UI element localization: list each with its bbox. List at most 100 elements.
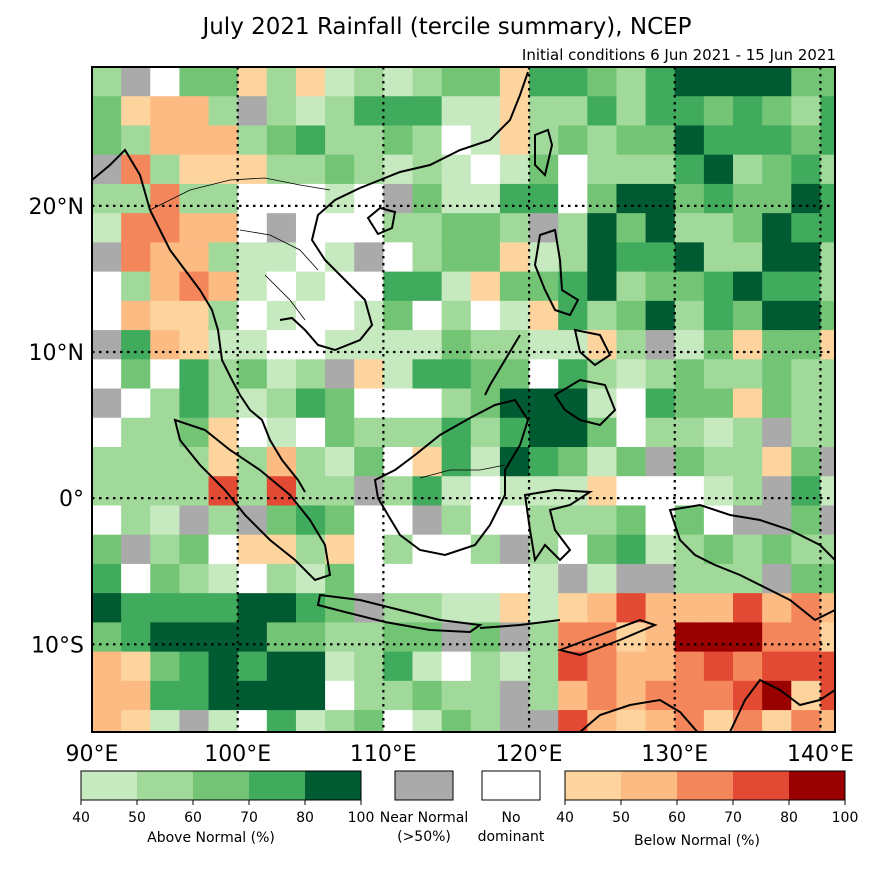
grid-cell [558,213,588,243]
grid-cell [237,563,268,594]
grid-cell [208,271,239,302]
grid-cell [733,96,763,126]
grid-cell [529,213,559,243]
coastline-new-guinea [668,503,835,622]
no-dominant-key-label: No [501,810,520,826]
grid-cell [499,563,530,594]
grid-cell [820,271,835,302]
grid-cell [208,710,239,732]
grid-cell [412,680,443,711]
grid-cell [179,213,210,243]
grid-cell [208,505,239,536]
no-dominant-key-sublabel: dominant [478,829,545,845]
above-normal-colorbar-swatch [137,771,193,800]
grid-cell [412,593,443,623]
grid-cell [383,330,414,360]
grid-cell [674,96,705,126]
grid-cell [354,388,384,419]
grid-cell [325,271,355,302]
grid-cell [587,271,617,302]
grid-cell [150,125,180,156]
grid-cell [179,359,210,390]
grid-cell [208,622,239,653]
grid-cell [237,271,268,302]
grid-cell [529,242,559,273]
grid-cell [295,96,326,126]
grid-cell [295,67,326,97]
grid-cell [266,476,297,506]
grid-cell [179,593,210,623]
grid-cell [412,563,443,594]
grid-cell [266,242,297,273]
grid-cell [616,505,647,536]
grid-cell [441,125,472,156]
grid-cell [266,505,297,536]
grid-cell [325,213,355,243]
grid-cell [529,651,559,682]
grid-cell [762,651,792,682]
grid-cell [150,388,180,419]
grid-cell [92,213,122,243]
below-normal-colorbar-tick: 80 [780,810,798,826]
grid-cell [179,622,210,653]
above-normal-colorbar-tick: 40 [72,810,90,826]
grid-cell [703,680,734,711]
grid-cell [499,680,530,711]
grid-cell [179,680,210,711]
above-normal-colorbar-swatch [305,771,361,800]
grid-cell [295,359,326,390]
grid-cell [208,417,239,448]
grid-cell [558,154,588,185]
grid-cell [441,593,472,623]
grid-cell [237,622,268,653]
grid-cell [470,534,501,565]
grid-cell [674,710,705,732]
grid-cell [733,300,763,331]
grid-cell [791,563,821,594]
grid-cell [762,710,792,732]
grid-cell [92,680,122,711]
grid-cell [791,651,821,682]
grid-cell [674,622,705,653]
grid-cell [762,622,792,653]
grid-cell [762,183,792,214]
grid-cell [266,330,297,360]
grid-cell [703,388,734,419]
grid-cell [150,359,180,390]
grid-cell [179,330,210,360]
grid-cell [92,417,122,448]
grid-cell [674,447,705,477]
grid-cell [558,183,588,214]
grid-cell [266,593,297,623]
grid-cell [266,213,297,243]
grid-cell [762,300,792,331]
grid-cell [616,651,647,682]
grid-cell [121,622,151,653]
grid-cell [616,710,647,732]
grid-cell [791,125,821,156]
grid-cell [441,242,472,273]
grid-cell [733,710,763,732]
grid-cell [645,183,676,214]
below-normal-colorbar-tick: 70 [724,810,742,826]
grid-cell [703,213,734,243]
grid-cell [92,593,122,623]
grid-cell [92,183,122,214]
grid-cell [266,125,297,156]
grid-cell [150,563,180,594]
grid-cell [237,651,268,682]
grid-cell [820,67,835,97]
grid-cell [121,96,151,126]
grid-cell [325,125,355,156]
grid-cell [616,534,647,565]
grid-cell [470,271,501,302]
grid-cell [616,67,647,97]
grid-cell [820,213,835,243]
grid-cell [674,680,705,711]
grid-cell [92,710,122,732]
grid-cell [121,563,151,594]
grid-cell [383,710,414,732]
coastline-timor [556,618,658,657]
grid-cell [762,67,792,97]
